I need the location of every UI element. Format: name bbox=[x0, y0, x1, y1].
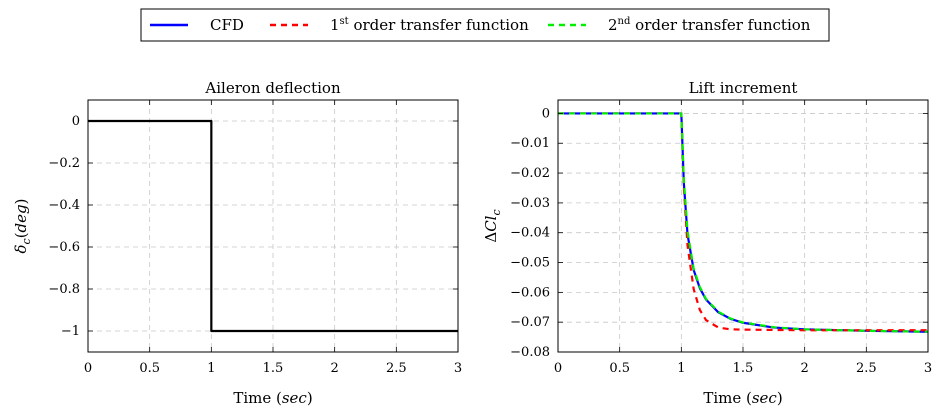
grid bbox=[557, 100, 929, 353]
y-tick-label: −0.07 bbox=[510, 315, 550, 330]
y-tick-label: −1 bbox=[61, 324, 80, 339]
chart-aileron-deflection: Aileron deflection 0 0.5 1 1.5 2 2.5 3 0 −0.2 −0.… bbox=[12, 79, 462, 407]
y-axis-label: δc(deg) bbox=[12, 198, 33, 253]
x-tick-label: 3 bbox=[454, 361, 462, 376]
x-tick-label: 0 bbox=[84, 361, 92, 376]
legend-item: CFD bbox=[150, 16, 244, 34]
y-tick-label: −0.05 bbox=[510, 256, 550, 271]
tick-layer: 0 0.5 1 1.5 2 2.5 3 0 −0.01 −0.02 −0.03 −0.04 −0.05 −… bbox=[510, 100, 932, 376]
series-line-0 bbox=[88, 119, 458, 333]
y-tick-label: −0.4 bbox=[48, 198, 80, 213]
x-tick-label: 2 bbox=[331, 361, 339, 376]
series-layer bbox=[558, 112, 929, 333]
x-tick-label: 0 bbox=[554, 361, 562, 376]
series-layer bbox=[88, 119, 458, 333]
x-tick-label: 1.5 bbox=[733, 361, 754, 376]
x-tick-label: 1.5 bbox=[263, 361, 284, 376]
legend-item: 2nd order transfer function bbox=[548, 16, 811, 34]
x-tick-label: 1 bbox=[677, 361, 685, 376]
legend-item: 1st order transfer function bbox=[270, 16, 529, 34]
y-tick-label: −0.8 bbox=[48, 282, 80, 297]
legend-label: 2nd order transfer function bbox=[608, 16, 811, 34]
x-axis-label: Time (sec) bbox=[703, 389, 782, 407]
grid bbox=[87, 100, 459, 352]
y-tick-label: −0.08 bbox=[510, 345, 550, 360]
y-axis-label: ΔClc bbox=[482, 209, 503, 242]
x-axis-label: Time (sec) bbox=[233, 389, 312, 407]
legend-frame bbox=[140, 8, 830, 42]
tick-layer: 0 0.5 1 1.5 2 2.5 3 0 −0.2 −0.4 −0.6 −0.8 −1 bbox=[48, 100, 462, 376]
y-tick-label: −0.04 bbox=[510, 226, 550, 241]
series-line-2 bbox=[558, 112, 929, 333]
chart-lift-increment: Lift increment 0 0.5 1 1.5 2 2.5 3 0 −0.01 −0.02 −… bbox=[482, 79, 932, 407]
x-tick-label: 0.5 bbox=[139, 361, 160, 376]
y-tick-label: −0.06 bbox=[510, 285, 550, 300]
y-tick-label: 0 bbox=[542, 106, 550, 121]
legend-label: CFD bbox=[210, 16, 244, 34]
y-tick-label: 0 bbox=[72, 114, 80, 129]
x-tick-label: 3 bbox=[924, 361, 932, 376]
chart-title: Lift increment bbox=[689, 79, 798, 97]
legend-label: 1st order transfer function bbox=[330, 16, 529, 34]
y-tick-label: −0.03 bbox=[510, 196, 550, 211]
x-tick-label: 0.5 bbox=[609, 361, 630, 376]
legend: CFD 1st order transfer function 2nd order … bbox=[140, 8, 830, 42]
y-tick-label: −0.02 bbox=[510, 166, 550, 181]
x-tick-label: 1 bbox=[207, 361, 215, 376]
x-tick-label: 2.5 bbox=[386, 361, 407, 376]
x-tick-label: 2.5 bbox=[856, 361, 877, 376]
y-tick-label: −0.2 bbox=[48, 156, 80, 171]
chart-title: Aileron deflection bbox=[204, 79, 341, 97]
y-tick-label: −0.01 bbox=[510, 136, 550, 151]
x-tick-label: 2 bbox=[801, 361, 809, 376]
y-tick-label: −0.6 bbox=[48, 240, 80, 255]
